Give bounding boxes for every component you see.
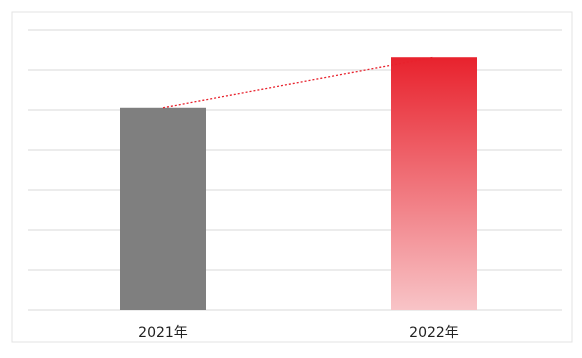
bar-1 — [391, 57, 477, 310]
chart-frame — [11, 11, 573, 343]
bars — [120, 57, 477, 311]
gridlines — [28, 29, 562, 311]
trend-line — [162, 56, 435, 109]
trend-line-group — [162, 56, 435, 109]
x-tick-label: 2022年 — [409, 325, 459, 341]
bar-0 — [120, 107, 206, 311]
x-tick-label: 2021年 — [138, 325, 188, 341]
x-axis-labels: 2021年 2022年 — [138, 325, 459, 341]
